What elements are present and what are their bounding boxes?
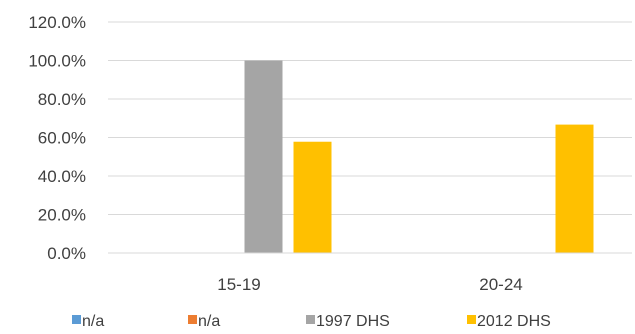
legend-label: n/a [82, 313, 104, 330]
y-tick-label: 100.0% [28, 52, 86, 71]
y-tick-label: 120.0% [28, 13, 86, 32]
bar [293, 141, 332, 253]
legend-swatch [467, 315, 476, 324]
legend-item: 1997 DHS [306, 313, 390, 330]
y-axis-tick-labels: 0.0% 20.0% 40.0% 60.0% 80.0% 100.0% 120.0% [28, 13, 86, 263]
x-axis: 15-19 20-24 [108, 252, 632, 294]
legend-label: n/a [198, 313, 220, 330]
x-category-label: 20-24 [479, 275, 522, 294]
bars [244, 60, 594, 253]
legend-label: 2012 DHS [477, 313, 551, 330]
x-category-label: 15-19 [217, 275, 260, 294]
y-tick-label: 0.0% [47, 244, 86, 263]
legend-swatch [306, 315, 315, 324]
legend-item: n/a [72, 313, 104, 330]
y-tick-label: 60.0% [38, 129, 86, 148]
y-tick-label: 40.0% [38, 167, 86, 186]
y-tick-label: 20.0% [38, 206, 86, 225]
gridlines [108, 21, 632, 215]
legend-item: 2012 DHS [467, 313, 551, 330]
bar [555, 124, 594, 253]
bar [244, 60, 283, 253]
y-tick-label: 80.0% [38, 90, 86, 109]
legend-label: 1997 DHS [316, 313, 390, 330]
legend-item: n/a [188, 313, 220, 330]
legend-swatch [188, 315, 197, 324]
legend: n/a n/a 1997 DHS 2012 DHS [72, 313, 551, 330]
legend-swatch [72, 315, 81, 324]
